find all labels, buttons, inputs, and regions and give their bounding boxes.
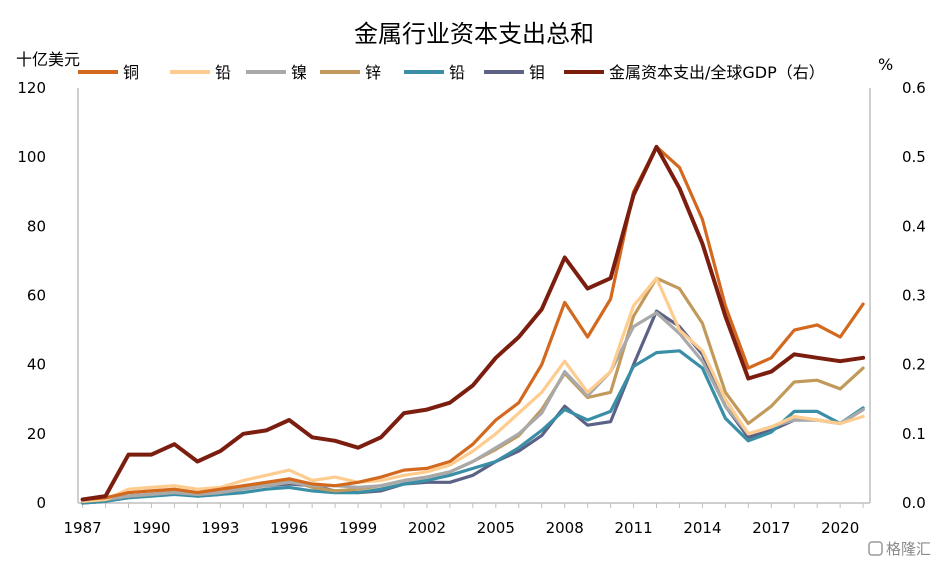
y-tick-label-right: 0.6 — [902, 79, 926, 97]
y-tick-label-left: 100 — [17, 148, 46, 166]
left-axis-unit: 十亿美元 — [16, 50, 80, 69]
legend-label: 锌 — [365, 63, 381, 82]
watermark-text: 格隆汇 — [886, 540, 931, 558]
y-tick-label-left: 120 — [17, 79, 46, 97]
y-tick-label-right: 0.1 — [902, 425, 926, 443]
legend-item-6: 金属资本支出/全球GDP（右） — [564, 63, 825, 82]
legend-label: 铅 — [215, 63, 231, 82]
x-tick-label: 1993 — [201, 519, 239, 537]
series-layer — [80, 144, 866, 505]
y-tick-label-right: 0.4 — [902, 217, 926, 235]
series-line-5 — [80, 309, 865, 505]
legend-label: 钼 — [529, 63, 545, 82]
series-line-6 — [80, 144, 866, 502]
x-tick-label: 1987 — [63, 519, 101, 537]
y-tick-label-left: 40 — [27, 356, 46, 374]
legend: 铜 铅 镍 锌 铅 钼 金属资本支出/全球GDP（右） — [78, 63, 825, 82]
y-tick-label-right: 0.5 — [902, 148, 926, 166]
legend-label: 铅 — [449, 63, 465, 82]
legend-item-5: 钼 — [484, 63, 545, 82]
y-tick-label-right: 0.2 — [902, 356, 926, 374]
series-line-0 — [80, 145, 865, 502]
y-tick-label-left: 0 — [36, 494, 46, 512]
x-tick-label: 2014 — [683, 519, 721, 537]
legend-item-3: 锌 — [320, 63, 381, 82]
legend-item-4: 铅 — [404, 63, 465, 82]
y-tick-label-left: 60 — [27, 287, 46, 305]
y-tick-label-right: 0.0 — [902, 494, 926, 512]
watermark-logo-icon — [868, 541, 883, 556]
x-tick-label: 2011 — [614, 519, 652, 537]
watermark: 格隆汇 — [868, 540, 931, 558]
series-line-2 — [80, 311, 865, 503]
legend-item-0: 铜 — [78, 63, 139, 82]
y-tick-label-right: 0.3 — [902, 287, 926, 305]
legend-label: 金属资本支出/全球GDP（右） — [609, 63, 825, 82]
x-tick-label: 2008 — [546, 519, 584, 537]
x-tick-label: 2017 — [752, 519, 790, 537]
y-tick-label-left: 80 — [27, 217, 46, 235]
x-tick-label: 1996 — [270, 519, 308, 537]
x-tick-label: 2005 — [477, 519, 515, 537]
x-tick-label: 2002 — [408, 519, 446, 537]
right-axis-unit: % — [878, 55, 893, 74]
x-tick-label: 1999 — [339, 519, 377, 537]
legend-item-2: 镍 — [246, 63, 307, 82]
legend-label: 镍 — [291, 63, 307, 82]
x-tick-label: 2020 — [821, 519, 859, 537]
series-line-1 — [80, 276, 865, 503]
chart-title: 金属行业资本支出总和 — [354, 20, 594, 48]
legend-item-1: 铅 — [170, 63, 231, 82]
y-tick-label-left: 20 — [27, 425, 46, 443]
series-line-4 — [80, 349, 865, 505]
legend-label: 铜 — [123, 63, 139, 82]
axes: 1987 1990 1993 1996 1999 2002 2005 2008 2011 2014… — [17, 79, 926, 537]
x-tick-label: 1990 — [132, 519, 170, 537]
